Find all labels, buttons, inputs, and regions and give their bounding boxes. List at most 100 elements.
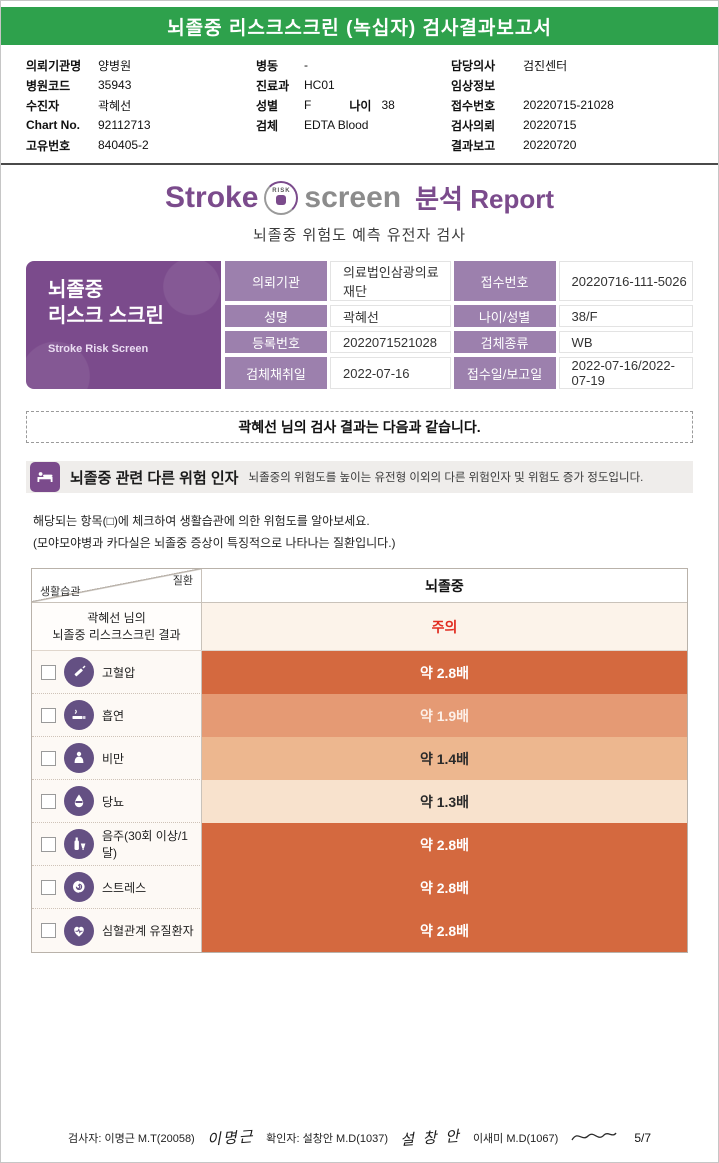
risk-value: 약 2.8배 [202,823,687,867]
field-value: 38 [381,98,395,112]
risk-row-diabetes: 당뇨 약 1.3배 [32,780,687,824]
table-row: 의뢰기관 의료법인삼광의료재단 접수번호 20220716-111-5026 [225,261,693,301]
logo-report-text: 분석 Report [415,184,554,214]
alcohol-checkbox[interactable] [41,836,56,852]
result-row-label: 곽혜선 님의 뇌졸중 리스크스크린 결과 [32,603,202,651]
field-label: 검체 [256,118,279,133]
field-value: 검진센터 [523,58,568,73]
risk-row-cardiovascular: 심혈관계 유질환자 약 2.8배 [32,909,687,953]
cell-value: 의료법인삼광의료재단 [330,261,451,301]
table-row: 성명 곽혜선 나이/성별 38/F [225,305,693,327]
field-label: 나이 [349,98,372,113]
patient-bed-icon [30,462,60,492]
cell-label: 등록번호 [225,331,327,353]
signature-scribble-icon [570,1127,618,1148]
field-label: 성별 [256,98,279,113]
risk-row-left: 당뇨 [32,780,202,824]
risk-row-left: 흡연 [32,694,202,738]
instruction-line: 해당되는 항목(□)에 체크하여 생활습관에 의한 위험도를 알아보세요. [33,514,370,528]
field-value: 20220720 [523,138,577,152]
risk-badge-label: RISK [272,188,291,194]
logo-stroke-text: Stroke [165,180,259,214]
report-title: 뇌졸중 리스크스크린 (녹십자) 검사결과보고서 [167,17,552,39]
result-row: 곽혜선 님의 뇌졸중 리스크스크린 결과 주의 [32,603,687,652]
risk-value: 약 1.9배 [202,694,687,738]
footer: 검사자: 이명근 M.T(20058) 이명근 확인자: 설창안 M.D(103… [1,1127,718,1162]
patient-info: 의뢰기관명 양병원 병원코드 35943 수진자 곽혜선 Chart No. 92112… [1,45,718,163]
examiner-signature: 이명근 [206,1127,255,1149]
cell-label: 검체채취일 [225,357,327,389]
risk-factor-table: 질환 생활습관 뇌졸중 곽혜선 님의 뇌졸중 리스크스크린 결과 주의 고혈압 … [31,568,688,954]
summary-card-banner: 뇌졸중 리스크 스크린 Stroke Risk Screen [26,261,221,389]
obesity-icon [64,743,94,774]
risk-label: 음주(30회 이상/1달) [102,829,188,861]
field-value: 양병원 [98,58,132,73]
risk-value: 약 2.8배 [202,866,687,910]
summary-card: 뇌졸중 리스크 스크린 Stroke Risk Screen 의뢰기관 의료법인… [26,261,693,389]
logo-screen-text: screen [304,180,402,214]
risk-row-obesity: 비만 약 1.4배 [32,737,687,781]
field-value: EDTA Blood [304,118,369,132]
field-value: 곽혜선 [98,98,132,113]
cell-value: 2022-07-16 [330,357,451,389]
cell-label: 접수일/보고일 [453,357,556,389]
section-header: 뇌졸중 관련 다른 위험 인자 뇌졸중의 위험도를 높이는 유전형 이외의 다른… [26,461,693,493]
field-value: - [304,58,308,72]
patient-info-col1: 의뢰기관명 양병원 병원코드 35943 수진자 곽혜선 Chart No. 92112… [26,55,256,155]
examiner-text: 검사자: 이명근 M.T(20058) [67,1132,195,1145]
risk-badge-dot [276,195,287,205]
risk-label: 흡연 [102,708,125,723]
field-value: 20220715-21028 [523,98,614,112]
result-status-caution: 주의 [202,603,687,651]
risk-row-left: 음주(30회 이상/1달) [32,823,202,867]
report-title-bar: 뇌졸중 리스크스크린 (녹십자) 검사결과보고서 [1,7,718,45]
field-value: F [304,98,312,112]
hypertension-checkbox[interactable] [41,664,56,680]
section-description: 뇌졸중의 위험도를 높이는 유전형 이외의 다른 위험인자 및 위험도 증가 정… [248,472,644,484]
cell-value: WB [558,331,693,353]
field-label: 결과보고 [451,138,496,153]
field-value: 35943 [98,78,132,92]
smoking-checkbox[interactable] [41,707,56,723]
result-notice: 곽혜선 님의 검사 결과는 다음과 같습니다. [26,411,693,443]
field-label: 병원코드 [26,78,71,93]
result-label-line2: 뇌졸중 리스크스크린 결과 [52,627,181,642]
card-subtitle: Stroke Risk Screen [48,343,149,355]
field-label: 검사의뢰 [451,118,496,133]
field-value: 92112713 [98,118,151,132]
cell-label: 나이/성별 [453,305,556,327]
stress-checkbox[interactable] [41,879,56,895]
cardiovascular-checkbox[interactable] [41,923,56,939]
page-number: 5/7 [634,1130,652,1145]
field-label: 담당의사 [451,58,496,73]
risk-row-smoking: 흡연 약 1.9배 [32,694,687,738]
cell-value: 2022-07-16/2022-07-19 [558,357,693,389]
cell-value: 38/F [558,305,693,327]
risk-label: 스트레스 [102,880,147,895]
risk-table-header: 질환 생활습관 뇌졸중 [32,569,687,604]
field-label: Chart No. [26,118,80,132]
corner-label-disease: 질환 [172,575,193,588]
risk-value: 약 2.8배 [202,909,687,953]
instructions: 해당되는 항목(□)에 체크하여 생활습관에 의한 위험도를 알아보세요. (모… [33,511,718,554]
stress-icon [64,872,94,903]
risk-row-left: 고혈압 [32,651,202,695]
logo-subtitle: 뇌졸중 위험도 예측 유전자 검사 [252,227,467,244]
obesity-checkbox[interactable] [41,750,56,766]
cell-value: 2022071521028 [330,331,451,353]
risk-label: 당뇨 [102,794,125,809]
field-label: 의뢰기관명 [26,58,82,73]
confirmer2-text: 이새미 M.D(1067) [472,1132,559,1145]
corner-label-lifestyle: 생활습관 [40,586,81,599]
diabetes-checkbox[interactable] [41,793,56,809]
patient-info-col3: 담당의사 검진센터 임상정보 접수번호 20220715-21028 검사의뢰 202… [451,55,718,155]
stroke-screen-logo: Stroke RISK screen 분석 Report [1,179,718,216]
summary-card-table: 의뢰기관 의료법인삼광의료재단 접수번호 20220716-111-5026 성… [225,261,693,389]
table-row: 등록번호 2022071521028 검체종류 WB [225,331,693,353]
cell-label: 접수번호 [453,261,556,301]
risk-label: 심혈관계 유질환자 [102,924,194,939]
confirmer-text: 확인자: 설창안 M.D(1037) [266,1132,388,1145]
cell-value: 20220716-111-5026 [558,261,693,301]
risk-row-left: 스트레스 [32,866,202,910]
patient-info-col2: 병동 - 진료과 HC01 성별 F 나이 38 검체 EDTA Blood [256,55,451,155]
